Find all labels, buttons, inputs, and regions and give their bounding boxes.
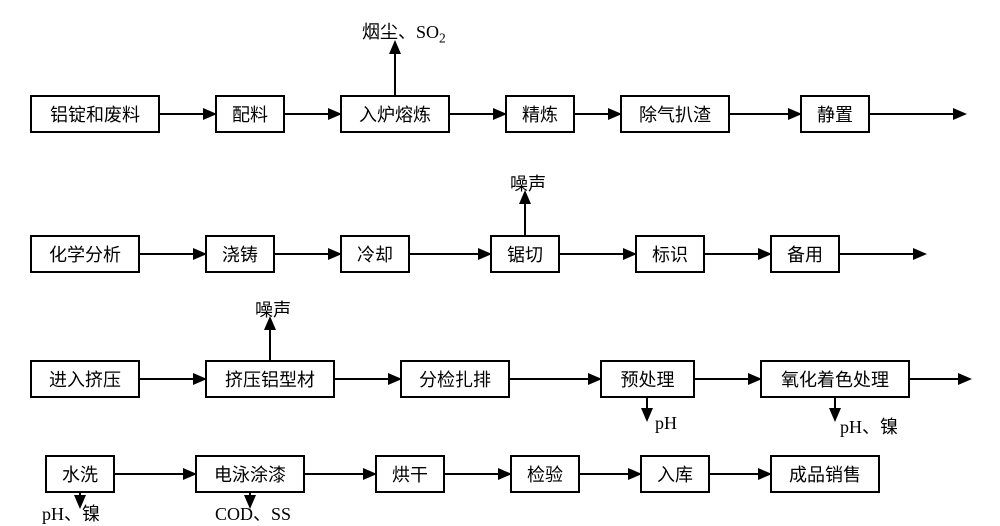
node-label: 铝锭和废料 — [50, 101, 140, 127]
node-n17: 氧化着色处理 — [760, 360, 910, 398]
node-n22: 入库 — [640, 455, 710, 493]
node-n1: 铝锭和废料 — [30, 95, 160, 133]
node-n2: 配料 — [215, 95, 285, 133]
node-n14: 挤压铝型材 — [205, 360, 335, 398]
node-label: 检验 — [527, 461, 563, 487]
label-cod: COD、SS — [215, 500, 291, 526]
node-n23: 成品销售 — [770, 455, 880, 493]
node-n18: 水洗 — [45, 455, 115, 493]
node-label: 烘干 — [392, 461, 428, 487]
label-text: COD、SS — [215, 504, 291, 524]
label-emit3: 噪声 — [255, 296, 291, 322]
node-label: 标识 — [652, 241, 688, 267]
node-n5: 除气扒渣 — [620, 95, 730, 133]
node-label: 除气扒渣 — [639, 101, 711, 127]
label-pH_pre: pH — [655, 413, 677, 434]
node-label: 预处理 — [621, 366, 675, 392]
label-text: pH、镍 — [840, 417, 898, 437]
node-label: 静置 — [817, 101, 853, 127]
label-emit2: 噪声 — [510, 170, 546, 196]
node-n10: 锯切 — [490, 235, 560, 273]
node-n6: 静置 — [800, 95, 870, 133]
node-label: 进入挤压 — [49, 366, 121, 392]
label-pH_ox: pH、镍 — [840, 413, 898, 439]
label-sub: 2 — [439, 31, 446, 46]
node-label: 冷却 — [357, 241, 393, 267]
label-pH_wash: pH、镍 — [42, 500, 100, 526]
node-n8: 浇铸 — [205, 235, 275, 273]
label-text: 烟尘、SO — [362, 22, 439, 42]
label-text: pH — [655, 413, 677, 433]
node-n15: 分检扎排 — [400, 360, 510, 398]
node-label: 入炉熔炼 — [359, 101, 431, 127]
node-label: 入库 — [657, 461, 693, 487]
node-n7: 化学分析 — [30, 235, 140, 273]
node-label: 挤压铝型材 — [225, 366, 315, 392]
label-text: 噪声 — [255, 300, 291, 320]
node-label: 水洗 — [62, 461, 98, 487]
node-n20: 烘干 — [375, 455, 445, 493]
node-label: 备用 — [787, 241, 823, 267]
label-emit1: 烟尘、SO2 — [362, 18, 446, 47]
node-label: 配料 — [232, 101, 268, 127]
label-text: 噪声 — [510, 174, 546, 194]
node-n9: 冷却 — [340, 235, 410, 273]
node-label: 电泳涂漆 — [214, 461, 286, 487]
node-label: 分检扎排 — [419, 366, 491, 392]
node-label: 成品销售 — [789, 461, 861, 487]
node-n11: 标识 — [635, 235, 705, 273]
node-label: 化学分析 — [49, 241, 121, 267]
node-n21: 检验 — [510, 455, 580, 493]
node-label: 锯切 — [507, 241, 543, 267]
node-n12: 备用 — [770, 235, 840, 273]
node-label: 浇铸 — [222, 241, 258, 267]
node-n13: 进入挤压 — [30, 360, 140, 398]
node-label: 氧化着色处理 — [781, 366, 889, 392]
node-n3: 入炉熔炼 — [340, 95, 450, 133]
node-label: 精炼 — [522, 101, 558, 127]
node-n19: 电泳涂漆 — [195, 455, 305, 493]
label-text: pH、镍 — [42, 504, 100, 524]
node-n16: 预处理 — [600, 360, 695, 398]
node-n4: 精炼 — [505, 95, 575, 133]
